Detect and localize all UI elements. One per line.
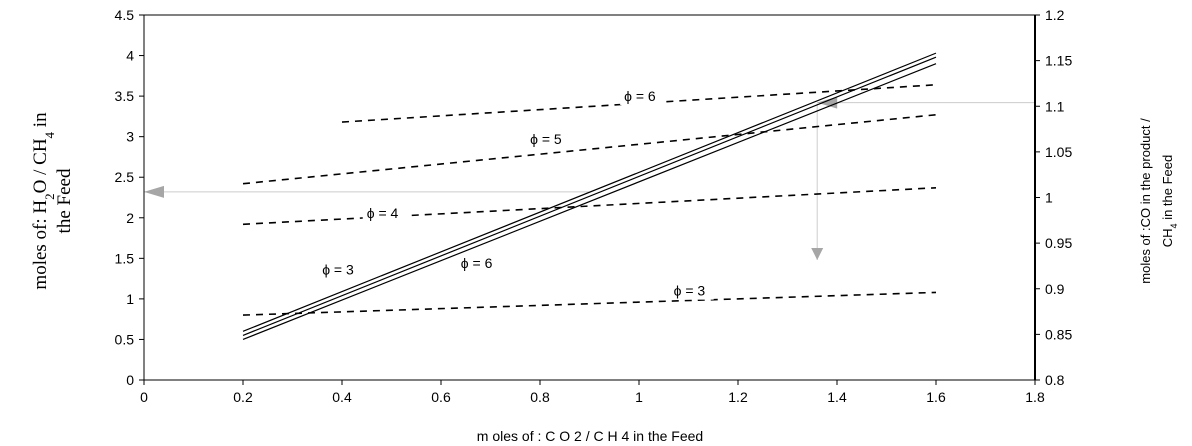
- svg-text:the Feed: the Feed: [54, 168, 75, 233]
- y-right-tick-label: 1.05: [1045, 144, 1072, 160]
- y-left-tick-label: 2: [126, 210, 134, 226]
- solid-series-line: [242, 63, 937, 341]
- annotation-label: ϕ = 5: [530, 131, 562, 147]
- y-right-axis-ticks: 0.8 0.85 0.9 0.95 1 1.05 1.1 1.15 1.2: [1035, 7, 1072, 388]
- x-tick-label: 1.6: [926, 389, 946, 405]
- y-right-tick-label: 0.8: [1045, 372, 1065, 388]
- annotations: ϕ = 6 ϕ = 5 ϕ = 4 ϕ = 3 ϕ = 6 ϕ = 3: [318, 87, 714, 300]
- x-axis-ticks: 0 0.2 0.4 0.6 0.8 1 1.2 1.4 1.6 1.8: [140, 380, 1045, 405]
- y-left-tick-label: 0.5: [115, 331, 135, 347]
- y-right-tick-label: 0.9: [1045, 281, 1065, 297]
- x-tick-label: 1.2: [728, 389, 748, 405]
- y-left-tick-label: 3.5: [115, 88, 135, 104]
- x-tick-label: 0.8: [530, 389, 550, 405]
- x-tick-label: 0.6: [431, 389, 451, 405]
- x-tick-label: 0.4: [332, 389, 352, 405]
- annotation-background: [456, 255, 501, 273]
- dashed-series: [242, 83, 937, 316]
- y-left-tick-label: 4.5: [115, 7, 135, 23]
- annotation-background: [362, 204, 407, 222]
- y-left-tick-label: 2.5: [115, 169, 135, 185]
- x-tick-label: 0: [140, 389, 148, 405]
- x-axis-label: m oles of : C O 2 / C H 4 in the Feed: [477, 428, 703, 444]
- x-tick-label: 0.2: [233, 389, 253, 405]
- guide-arrowhead: [811, 247, 824, 260]
- solid-series: [242, 52, 937, 341]
- y-right-tick-label: 0.95: [1045, 235, 1072, 251]
- annotation-label: ϕ = 6: [461, 255, 493, 271]
- guide-arrowhead: [144, 185, 164, 198]
- y-left-tick-label: 1.5: [115, 250, 135, 266]
- y-right-tick-label: 1: [1045, 190, 1053, 206]
- annotation-background: [526, 130, 571, 148]
- annotation-label: ϕ = 6: [624, 88, 656, 104]
- svg-text:CH4 in the Feed: CH4 in the Feed: [1160, 155, 1179, 247]
- y-right-tick-label: 1.2: [1045, 7, 1065, 23]
- y-left-tick-label: 3: [126, 129, 134, 145]
- annotation-label: ϕ = 4: [367, 205, 399, 221]
- dashed-series-line: [242, 291, 937, 316]
- y-left-tick-label: 4: [126, 48, 134, 64]
- x-tick-label: 1.4: [827, 389, 847, 405]
- annotation-background: [620, 87, 665, 105]
- svg-text:moles of :CO in the product /: moles of :CO in the product /: [1138, 118, 1153, 284]
- solid-series-line: [242, 56, 937, 336]
- y-right-tick-label: 1.1: [1045, 98, 1065, 114]
- svg-text:moles of: H2O / CH4 in: moles of: H2O / CH4 in: [30, 112, 57, 290]
- x-tick-label: 1: [635, 389, 643, 405]
- dashed-series-line: [242, 113, 937, 185]
- annotation-background: [669, 282, 714, 300]
- y-right-axis-label: moles of :CO in the product / CH4 in the…: [1138, 118, 1179, 284]
- y-right-tick-label: 0.85: [1045, 326, 1072, 342]
- y-left-tick-label: 1: [126, 291, 134, 307]
- y-left-axis-label: moles of: H2O / CH4 in the Feed: [30, 112, 75, 290]
- guide-lines: [144, 96, 1035, 260]
- y-right-tick-label: 1.15: [1045, 53, 1072, 69]
- y-left-tick-label: 0: [126, 372, 134, 388]
- annotation-label: ϕ = 3: [674, 283, 706, 299]
- solid-series-line: [242, 52, 937, 332]
- x-tick-label: 1.8: [1025, 389, 1045, 405]
- dashed-series-line: [341, 83, 937, 123]
- dashed-series-line: [242, 186, 937, 226]
- annotation-background: [318, 261, 363, 279]
- annotation-label: ϕ = 3: [322, 262, 354, 278]
- y-left-axis-ticks: 0 0.5 1 1.5 2 2.5 3 3.5 4 4.5: [115, 7, 144, 388]
